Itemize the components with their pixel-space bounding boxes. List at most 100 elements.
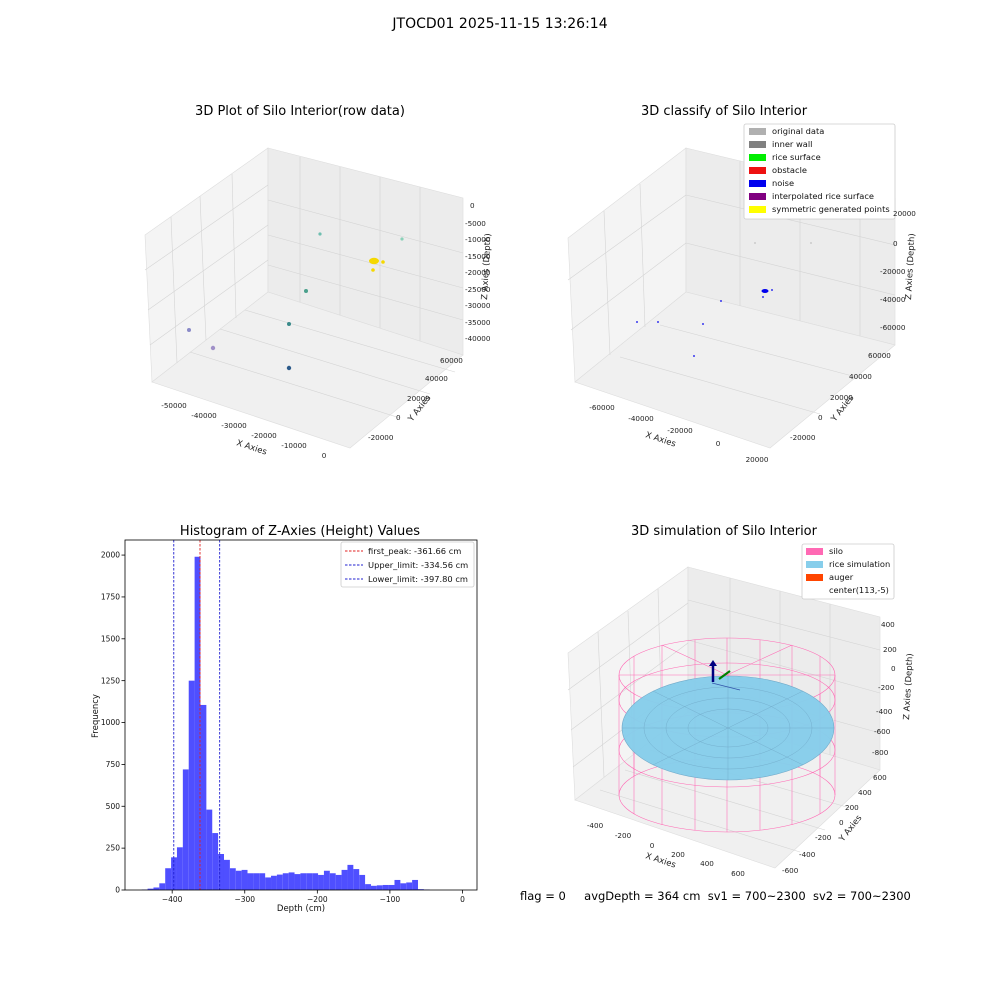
raw-x-tick: -50000 [161,401,187,410]
classify-point [771,289,773,291]
status-line: flag = 0 avgDepth = 364 cm sv1 = 700~230… [520,889,911,903]
raw-z-label: Z Axies (Depth) [480,233,493,300]
histogram-bar [388,884,395,890]
legend-swatch-silo [806,548,823,555]
classify-y-tick: 20000 [830,393,853,402]
legend-label: Upper_limit: -334.56 cm [368,560,468,570]
classify-y-tick: -20000 [790,433,816,442]
legend-label: interpolated rice surface [772,191,874,201]
histogram-bar [194,556,201,890]
raw-y-tick: 0 [396,413,401,422]
histogram-x-ticks: −400 −300 −200 −100 0 [162,890,465,904]
simulation-x-tick: -400 [587,821,604,830]
histogram-y-tick-label: 750 [106,760,121,769]
histogram-bar [300,873,307,890]
classify-legend-box [743,123,896,220]
raw-z-tick: -15000 [465,252,491,261]
histogram-bar [347,864,354,890]
classify-z-tick: -20000 [880,267,906,276]
legend-swatch-interpolated [749,193,766,200]
histogram-bar [235,870,242,890]
raw-z-tick: -30000 [465,301,491,310]
raw-floor-pane [151,291,464,449]
legend-label: noise [772,178,794,188]
histogram-bar [417,889,424,890]
simulation-legend-box [801,543,895,600]
histogram-legend: first_peak: -361.66 cm Upper_limit: -334… [340,541,475,588]
simulation-y-tick: -400 [799,850,816,859]
histogram-bar [200,704,207,890]
histogram-bar [335,874,342,890]
histogram-bar [276,874,283,890]
simulation-y-ticks: -600 -400 -200 0 200 400 600 [782,773,887,875]
status-sv1: sv1 = 700~2300 [707,889,806,903]
simulation-y-tick: 0 [839,818,844,827]
histogram-bar [400,883,407,890]
simulation-y-tick: 200 [845,803,859,812]
histogram-x-tick-label: −200 [307,895,328,904]
simulation-y-tick: 400 [858,788,872,797]
histogram-y-tick-label: 1750 [101,593,120,602]
raw-y-ticks: -20000 0 20000 40000 60000 [368,356,463,442]
classify-point [693,355,695,357]
histogram-bar [176,847,183,890]
histogram-bar [282,873,289,890]
raw-x-tick: -30000 [221,421,247,430]
histogram-bars [141,556,430,890]
legend-label: rice surface [772,152,821,162]
raw-y-tick: 60000 [440,356,463,365]
classify-z-tick: -40000 [880,295,906,304]
histogram-x-tick-label: 0 [460,895,465,904]
legend-label: silo [829,546,843,556]
histogram-chart: −400 −300 −200 −100 0 0 250 500 750 1000 1250 1500… [91,539,478,914]
histogram-y-tick-label: 2000 [101,551,120,560]
raw-x-tick: -10000 [281,441,307,450]
raw-x-tick: -20000 [251,431,277,440]
histogram-bar [318,874,324,890]
histogram-bar [241,869,248,890]
raw-x-tick: 0 [322,451,327,460]
classify-point [636,321,638,323]
raw-3d-plot: -50000 -40000 -30000 -20000 -10000 0 X A… [144,147,493,460]
simulation-x-tick: 600 [731,869,745,878]
status-avg-depth: avgDepth = 364 cm [584,889,701,903]
simulation-z-tick: -600 [874,727,891,736]
histogram-x-tick-label: −300 [234,895,255,904]
raw-x-label: X Axies [235,438,268,457]
histogram-bar [218,853,224,890]
raw-z-tick: -40000 [465,334,491,343]
histogram-x-tick-label: −100 [380,895,401,904]
auger-marker [709,660,741,691]
simulation-z-label: Z Axies (Depth) [902,653,915,720]
raw-plot-title: 3D Plot of Silo Interior(row data) [195,104,405,119]
histogram-bar [153,887,160,890]
histogram-bar [188,680,195,890]
raw-z-tick: -25000 [465,285,491,294]
histogram-bar [206,809,213,890]
histogram-bar [229,868,236,890]
classify-point [702,323,704,325]
classify-point [810,242,812,244]
histogram-bar [212,833,219,890]
classify-y-tick: 40000 [849,372,872,381]
simulation-z-ticks: 400 200 0 -200 -400 -600 -800 [872,620,897,757]
legend-label: center(113,-5) [829,585,889,595]
classify-x-tick: -60000 [589,403,615,412]
histogram-bar [165,868,172,890]
histogram-bar [365,884,371,890]
histogram-bar [288,872,295,890]
raw-z-tick: -20000 [465,268,491,277]
histogram-y-tick-label: 1500 [101,634,120,643]
simulation-y-tick: -200 [815,833,832,842]
status-flag: flag = 0 [520,889,566,903]
raw-x-tick: -40000 [191,411,217,420]
classify-points [636,242,812,357]
classify-legend: original data inner wall rice surface ob… [743,123,896,220]
simulation-x-tick: 0 [650,841,655,850]
histogram-bar [412,879,418,890]
classify-x-tick: 20000 [746,455,769,464]
raw-point [187,328,191,332]
histogram-bar [182,769,189,890]
classify-z-tick: 20000 [893,209,916,218]
histogram-reference-lines [173,540,221,890]
